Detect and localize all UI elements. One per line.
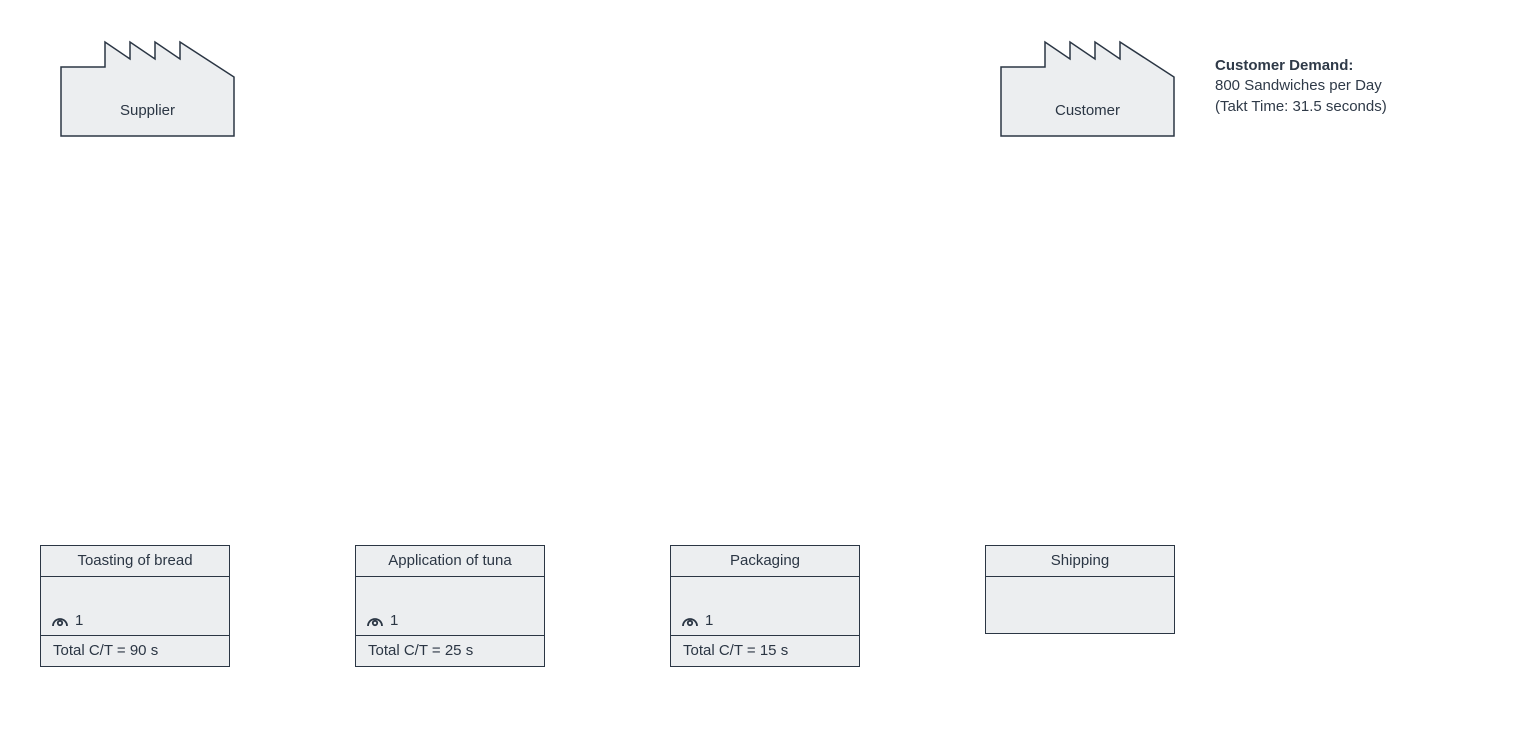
factory-icon	[1000, 32, 1175, 137]
process-tuna: Application of tuna 1 Total C/T = 25 s	[355, 545, 545, 667]
operator-icon	[51, 614, 69, 628]
process-body	[986, 577, 1174, 633]
process-ct: Total C/T = 25 s	[356, 636, 544, 666]
demand-line2: (Takt Time: 31.5 seconds)	[1215, 97, 1387, 117]
factory-icon	[60, 32, 235, 137]
process-toasting: Toasting of bread 1 Total C/T = 90 s	[40, 545, 230, 667]
process-body: 1	[671, 577, 859, 636]
vsm-canvas: Supplier Customer Customer Demand: 800 S…	[0, 0, 1520, 755]
process-title: Application of tuna	[356, 546, 544, 577]
process-body: 1	[356, 577, 544, 636]
operator-number: 1	[75, 612, 83, 629]
operator-count: 1	[366, 612, 398, 629]
operator-count: 1	[51, 612, 83, 629]
process-packaging: Packaging 1 Total C/T = 15 s	[670, 545, 860, 667]
demand-line1: 800 Sandwiches per Day	[1215, 76, 1387, 96]
process-shipping: Shipping	[985, 545, 1175, 634]
process-body: 1	[41, 577, 229, 636]
process-ct: Total C/T = 15 s	[671, 636, 859, 666]
operator-icon	[366, 614, 384, 628]
demand-title: Customer Demand:	[1215, 56, 1387, 76]
supplier-node: Supplier	[60, 32, 235, 137]
process-title: Shipping	[986, 546, 1174, 577]
operator-icon	[681, 614, 699, 628]
process-title: Packaging	[671, 546, 859, 577]
operator-number: 1	[705, 612, 713, 629]
process-ct: Total C/T = 90 s	[41, 636, 229, 666]
supplier-label: Supplier	[60, 102, 235, 119]
customer-label: Customer	[1000, 102, 1175, 119]
customer-demand-note: Customer Demand: 800 Sandwiches per Day …	[1215, 56, 1387, 117]
operator-count: 1	[681, 612, 713, 629]
customer-node: Customer	[1000, 32, 1175, 137]
process-title: Toasting of bread	[41, 546, 229, 577]
operator-number: 1	[390, 612, 398, 629]
